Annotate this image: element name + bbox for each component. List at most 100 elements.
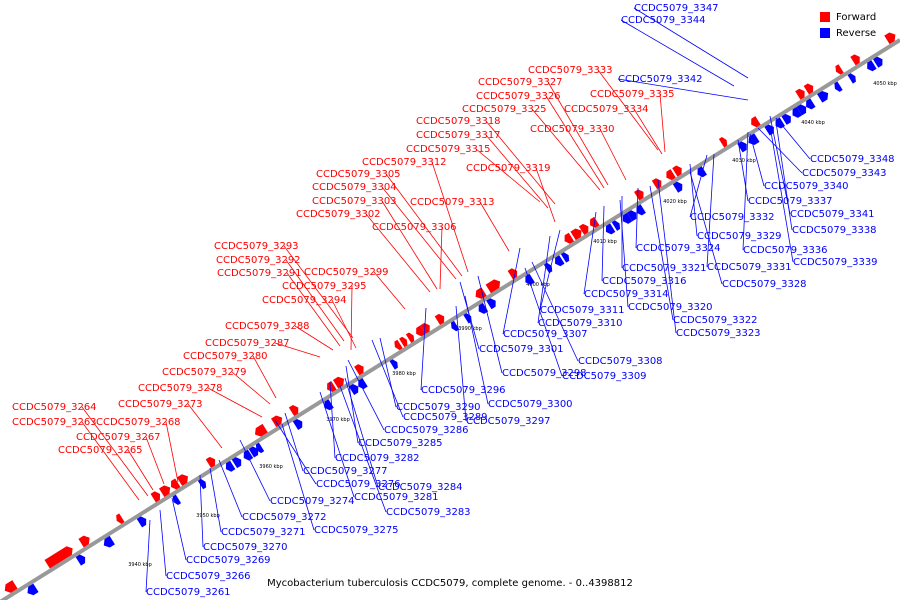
reverse-leader xyxy=(455,305,467,422)
reverse-leader xyxy=(633,7,749,79)
forward-gene xyxy=(176,474,188,486)
forward-leader xyxy=(294,325,334,351)
reverse-leader xyxy=(344,377,379,488)
reverse-leader xyxy=(583,211,597,295)
reverse-gene xyxy=(231,457,242,469)
forward-gene-label: CCDC5079_3294 xyxy=(262,295,347,306)
reverse-gene-label: CCDC5079_3296 xyxy=(421,385,506,396)
reverse-leader xyxy=(531,261,579,362)
forward-gene xyxy=(171,478,181,490)
forward-leader xyxy=(252,355,277,399)
reverse-gene xyxy=(560,252,570,263)
reverse-gene-label: CCDC5079_3301 xyxy=(479,344,564,355)
reverse-leader xyxy=(329,381,336,459)
reverse-leader xyxy=(769,115,791,215)
reverse-gene-label: CCDC5079_3286 xyxy=(384,425,469,436)
forward-gene-label: CCDC5079_3263 xyxy=(12,417,97,428)
reverse-leader xyxy=(159,509,167,577)
reverse-gene-label: CCDC5079_3272 xyxy=(242,512,327,523)
reverse-leader xyxy=(537,235,551,324)
reverse-gene-label: CCDC5079_3336 xyxy=(743,245,828,256)
forward-leader xyxy=(475,148,541,203)
axis-line xyxy=(0,38,900,600)
forward-gene xyxy=(416,325,426,337)
forward-gene-label: CCDC5079_3319 xyxy=(466,163,551,174)
reverse-gene-label: CCDC5079_3283 xyxy=(386,507,471,518)
tick-label: 4040 kbp xyxy=(801,120,825,126)
reverse-gene-label: CCDC5079_3261 xyxy=(146,587,231,598)
reverse-leader xyxy=(274,419,317,485)
reverse-gene-label: CCDC5079_3275 xyxy=(314,525,399,536)
reverse-leader xyxy=(617,78,749,101)
genome-axis xyxy=(0,38,900,600)
tick-label: 4020 kbp xyxy=(663,199,687,205)
forward-gene xyxy=(751,116,761,128)
reverse-gene xyxy=(255,442,265,454)
reverse-leader xyxy=(524,267,563,377)
forward-leader xyxy=(81,421,140,501)
forward-gene-label: CCDC5079_3280 xyxy=(183,351,268,362)
forward-gene-label: CCDC5079_3318 xyxy=(416,116,501,127)
reverse-gene xyxy=(605,223,616,235)
forward-leader xyxy=(350,285,353,351)
reverse-gene xyxy=(672,181,683,193)
forward-gene-label: CCDC5079_3302 xyxy=(296,209,381,220)
forward-gene-label: CCDC5079_3305 xyxy=(316,169,401,180)
reverse-gene xyxy=(486,298,496,310)
reverse-gene-label: CCDC5079_3266 xyxy=(166,571,251,582)
reverse-leader xyxy=(319,391,355,498)
reverse-leader xyxy=(775,121,793,231)
reverse-gene xyxy=(348,383,359,396)
forward-gene xyxy=(327,381,337,393)
reverse-gene xyxy=(611,220,621,231)
forward-leader xyxy=(381,200,438,290)
reverse-gene-label: CCDC5079_3316 xyxy=(602,276,687,287)
forward-leader xyxy=(545,95,605,189)
reverse-gene xyxy=(817,90,829,103)
reverse-gene xyxy=(27,583,39,596)
reverse-gene xyxy=(834,81,843,92)
reverse-gene xyxy=(248,446,259,458)
reverse-gene-label: CCDC5079_3314 xyxy=(584,289,669,300)
reverse-leader xyxy=(339,385,387,513)
tick-label: 3960 kbp xyxy=(259,464,283,470)
reverse-gene-label: CCDC5079_3285 xyxy=(358,438,443,449)
forward-leader xyxy=(331,299,357,349)
tick-label: 4010 kbp xyxy=(593,239,617,245)
forward-gene xyxy=(4,580,18,593)
tick-label: 3990 kbp xyxy=(458,326,482,332)
reverse-leader xyxy=(742,131,749,251)
reverse-gene-label: CCDC5079_3340 xyxy=(764,181,849,192)
forward-gene xyxy=(795,88,805,100)
forward-swatch xyxy=(820,12,830,22)
forward-leader xyxy=(207,387,263,418)
reverse-gene xyxy=(450,320,460,332)
reverse-gene-label: CCDC5079_3320 xyxy=(628,302,713,313)
forward-gene xyxy=(271,415,283,428)
forward-gene-label: CCDC5079_3315 xyxy=(406,144,491,155)
forward-gene xyxy=(394,339,403,351)
forward-leader xyxy=(479,201,510,252)
forward-leader xyxy=(373,271,406,310)
forward-gene-label: CCDC5079_3303 xyxy=(312,196,397,207)
reverse-gene-label: CCDC5079_3274 xyxy=(270,496,355,507)
forward-leader xyxy=(274,342,321,358)
forward-gene xyxy=(288,404,299,416)
reverse-gene xyxy=(781,113,791,125)
forward-leader xyxy=(599,128,627,181)
reverse-gene xyxy=(627,210,637,222)
legend-forward: Forward xyxy=(820,9,890,25)
reverse-gene-label: CCDC5079_3337 xyxy=(748,196,833,207)
reverse-gene-label: CCDC5079_3339 xyxy=(793,257,878,268)
forward-gene xyxy=(485,279,501,294)
reverse-gene xyxy=(478,302,489,314)
tick-label: 4030 kbp xyxy=(732,158,756,164)
forward-leader xyxy=(127,449,154,491)
forward-gene-label: CCDC5079_3333 xyxy=(528,65,613,76)
forward-gene-label: CCDC5079_3287 xyxy=(205,338,290,349)
forward-leader xyxy=(165,421,179,483)
forward-gene-label: CCDC5079_3330 xyxy=(530,124,615,135)
reverse-leader xyxy=(619,199,629,308)
reverse-gene-label: CCDC5079_3338 xyxy=(792,225,877,236)
reverse-gene-label: CCDC5079_3284 xyxy=(378,482,463,493)
